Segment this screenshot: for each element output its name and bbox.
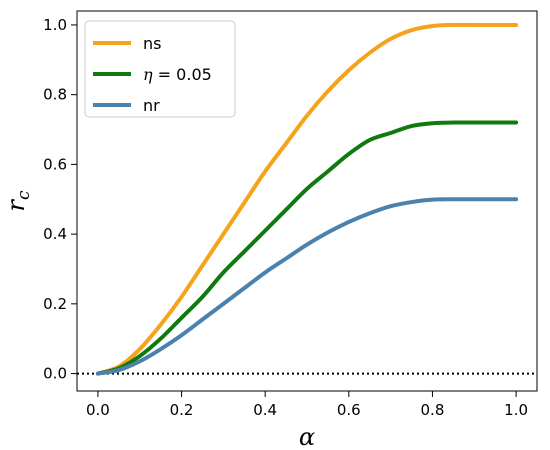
plot-area (77, 22, 537, 376)
x-tick-label: 0.8 (421, 401, 445, 419)
y-tick-label: 0.8 (43, 86, 67, 104)
series-line-0 (95, 22, 519, 376)
legend-label-symbol: η (143, 65, 153, 84)
y-tick-label: 0.0 (43, 365, 67, 383)
series-line-1 (95, 120, 519, 376)
x-tick-label: 1.0 (504, 401, 528, 419)
legend-label-text: ns (143, 34, 161, 53)
x-axis-title: α (299, 423, 315, 450)
y-tick-label: 0.4 (43, 225, 67, 243)
y-axis-title-subscript: c (14, 190, 34, 200)
x-tick-label: 0.4 (253, 401, 277, 419)
legend-label-text: = 0.05 (153, 65, 212, 84)
y-axis-title: rc (2, 190, 34, 211)
y-axis-title-main: r (2, 199, 30, 212)
x-tick-label: 0.0 (86, 401, 110, 419)
legend-label: ns (143, 34, 161, 53)
y-tick-label: 0.2 (43, 295, 67, 313)
y-axis: 0.0 0.2 0.4 0.6 0.8 1.0 (43, 16, 77, 383)
x-tick-label: 0.2 (170, 401, 194, 419)
y-tick-label: 1.0 (43, 16, 67, 34)
legend-label-text: nr (143, 96, 160, 115)
plot-frame (76, 10, 538, 392)
series-line-2 (95, 197, 519, 376)
legend: ns η = 0.05 nr (84, 20, 236, 118)
legend-label: η = 0.05 (143, 65, 212, 84)
y-tick-label: 0.6 (43, 155, 67, 173)
legend-label: nr (143, 96, 160, 115)
x-axis: 0.0 0.2 0.4 0.6 0.8 1.0 (86, 391, 528, 419)
x-tick-label: 0.6 (337, 401, 361, 419)
